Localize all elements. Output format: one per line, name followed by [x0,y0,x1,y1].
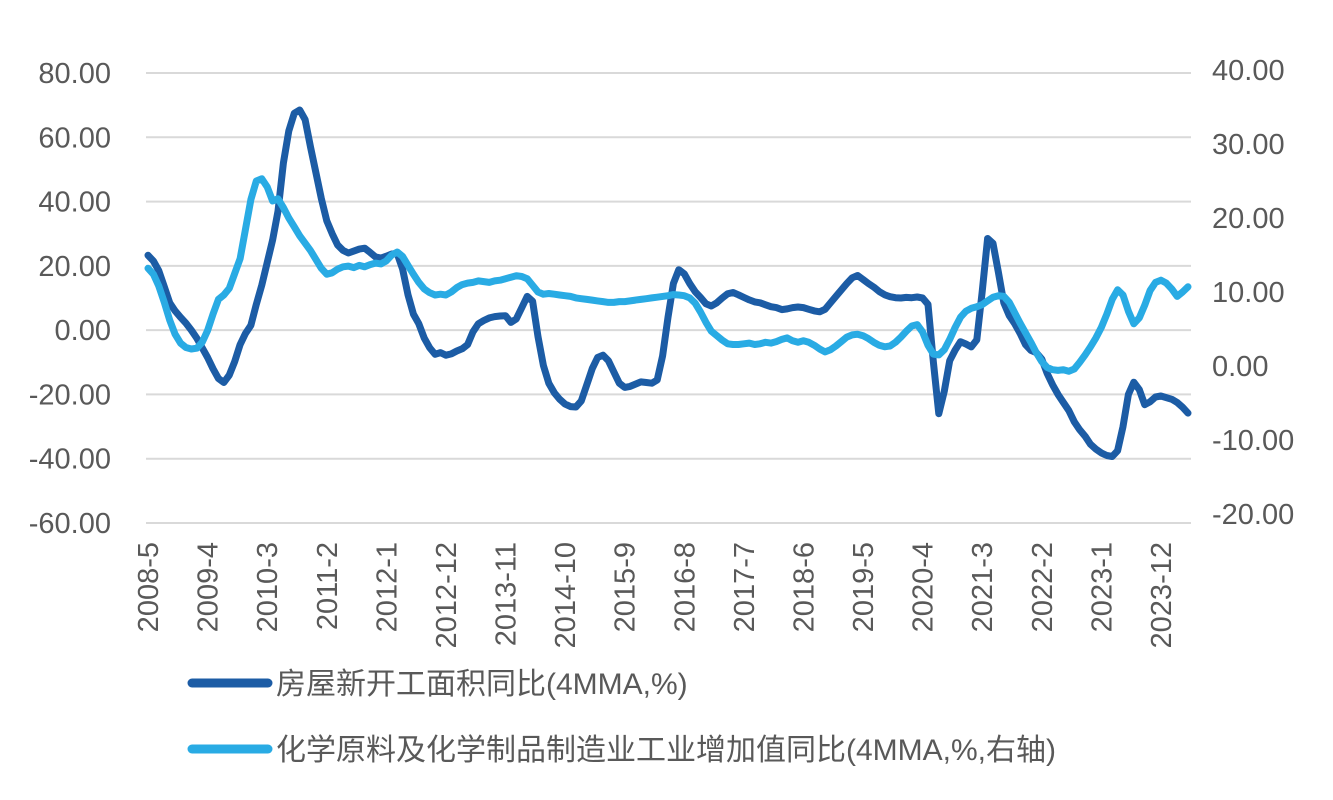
x-axis-tick-label: 2023-12 [1146,542,1178,648]
x-axis-tick-label: 2018-6 [788,542,820,632]
x-axis-tick-label: 2014-10 [550,542,582,648]
x-axis-tick-label: 2021-3 [967,542,999,632]
x-axis-tick-label: 2015-9 [610,542,642,632]
x-axis-tick-label: 2022-2 [1027,542,1059,632]
x-axis-tick-label: 2017-7 [729,542,761,632]
x-axis-tick-label: 2012-1 [371,542,403,632]
left-axis-tick-label: 60.00 [38,122,111,154]
x-axis-tick-label: 2008-5 [133,542,165,632]
left-axis-tick-label: 40.00 [38,187,111,219]
x-axis-tick-label: 2010-3 [252,542,284,632]
x-axis-tick-label: 2019-5 [848,542,880,632]
left-axis-tick-label: -20.00 [29,379,111,411]
x-axis-tick-label: 2012-12 [431,542,463,648]
right-axis-tick-label: 10.00 [1212,277,1285,309]
right-axis-tick-label: 0.00 [1212,351,1268,383]
left-axis-tick-label: -40.00 [29,444,111,476]
x-axis-tick-label: 2016-8 [669,542,701,632]
x-axis-tick-label: 2023-1 [1086,542,1118,632]
left-axis-tick-label: 20.00 [38,251,111,283]
series-line-housing-starts [144,106,1192,460]
left-axis-labels: 80.00 60.00 40.00 20.00 0.00 -20.00 -40.00 -60.… [29,58,111,540]
x-axis-tick-label: 2013-11 [491,542,523,646]
series-line-chemicals [144,175,1192,375]
right-axis-labels: 40.00 30.00 20.00 10.00 0.00 -10.00 -20.00 [1212,55,1294,531]
x-axis-tick-label: 2020-4 [908,542,940,632]
right-axis-tick-label: -20.00 [1212,499,1294,531]
x-axis-labels: 2008-5 2009-4 2010-3 2011-2 2012-1 2012-12 201… [133,542,1178,648]
right-axis-tick-label: 20.00 [1212,203,1285,235]
x-axis-tick-label: 2009-4 [193,542,225,632]
legend: 房屋新开工面积同比(4MMA,%) 化学原料及化学制品制造业工业增加值同比(4M… [187,668,1056,767]
legend-label-chemicals: 化学原料及化学制品制造业工业增加值同比(4MMA,%,右轴) [276,734,1056,767]
left-axis-tick-label: 80.00 [38,58,111,90]
right-axis-tick-label: 30.00 [1212,129,1285,161]
left-axis-tick-label: -60.00 [29,508,111,540]
legend-label-housing-starts: 房屋新开工面积同比(4MMA,%) [276,668,688,701]
series-lines [144,106,1192,460]
x-axis-tick-label: 2011-2 [312,542,344,630]
right-axis-tick-label: -10.00 [1212,425,1294,457]
right-axis-tick-label: 40.00 [1212,55,1285,87]
left-axis-tick-label: 0.00 [55,315,111,347]
